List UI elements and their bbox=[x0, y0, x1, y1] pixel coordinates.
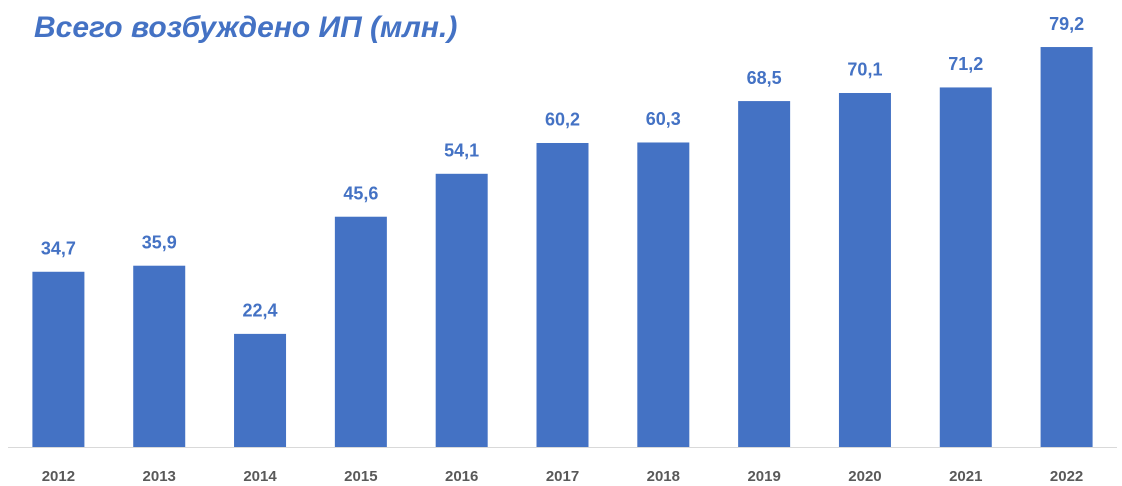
x-tick-label: 2022 bbox=[1050, 468, 1083, 485]
x-tick-label: 2021 bbox=[949, 468, 982, 485]
bar bbox=[234, 333, 287, 447]
value-label: 68,5 bbox=[747, 68, 782, 88]
x-tick-label: 2012 bbox=[42, 468, 75, 485]
value-label: 45,6 bbox=[343, 183, 378, 203]
x-tick-label: 2015 bbox=[344, 468, 377, 485]
x-tick-label: 2014 bbox=[243, 468, 277, 485]
value-label: 35,9 bbox=[142, 232, 177, 252]
bar bbox=[838, 92, 891, 448]
x-tick-label: 2018 bbox=[647, 468, 680, 485]
bar bbox=[939, 87, 992, 447]
value-label: 22,4 bbox=[243, 301, 278, 321]
x-tick-label: 2013 bbox=[143, 468, 176, 485]
x-tick-label: 2019 bbox=[747, 468, 780, 485]
bar bbox=[738, 101, 791, 447]
x-tick-label: 2017 bbox=[546, 468, 579, 485]
value-label: 71,2 bbox=[948, 54, 983, 74]
bar bbox=[334, 216, 387, 447]
value-label: 60,2 bbox=[545, 110, 580, 130]
chart-title: Всего возбуждено ИП (млн.) bbox=[34, 11, 457, 44]
value-label: 79,2 bbox=[1049, 14, 1084, 34]
value-label: 70,1 bbox=[847, 60, 882, 80]
bar bbox=[637, 142, 690, 448]
bar bbox=[536, 142, 589, 448]
bar bbox=[133, 265, 186, 447]
x-tick-label: 2016 bbox=[445, 468, 478, 485]
x-tick-label: 2020 bbox=[848, 468, 881, 485]
value-label: 54,1 bbox=[444, 141, 479, 161]
bar bbox=[32, 271, 85, 447]
bar bbox=[435, 173, 488, 448]
bar bbox=[1040, 47, 1093, 447]
value-label: 60,3 bbox=[646, 109, 681, 129]
value-label: 34,7 bbox=[41, 239, 76, 259]
